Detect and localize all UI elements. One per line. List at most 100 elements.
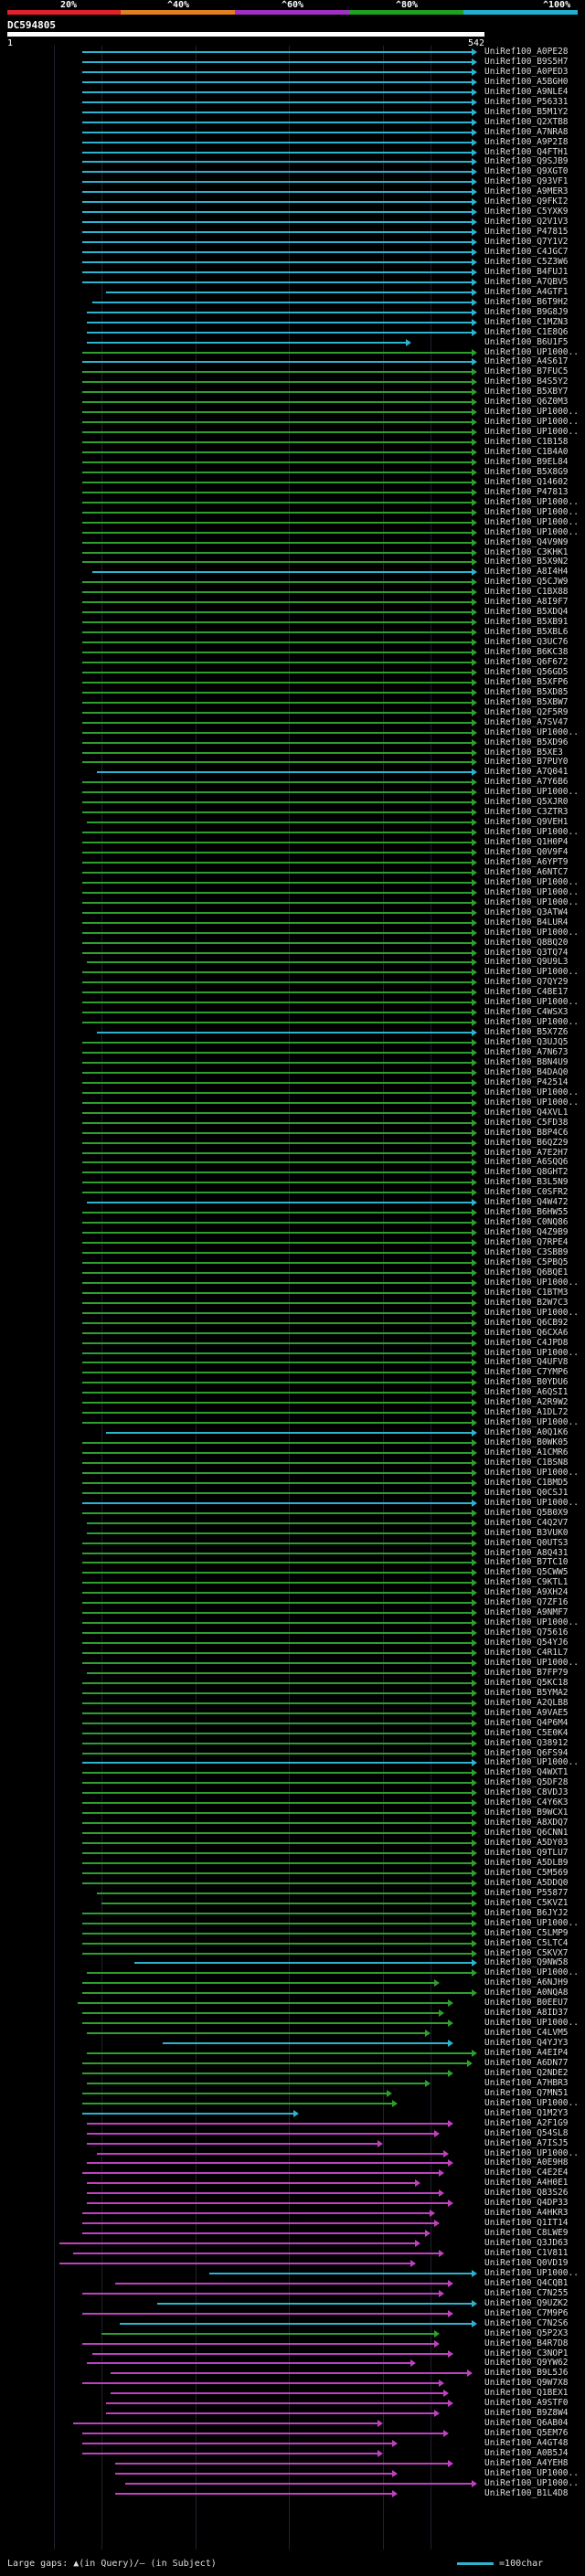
hit-line[interactable] bbox=[82, 1392, 472, 1394]
hit-line[interactable] bbox=[82, 80, 472, 83]
hit-label[interactable]: UniRef100_C1B4A0 bbox=[484, 447, 569, 457]
hit-label[interactable]: UniRef100_UP1000.. bbox=[484, 1087, 579, 1097]
hit-line[interactable] bbox=[82, 1362, 472, 1364]
hit-line[interactable] bbox=[82, 371, 472, 374]
hit-line[interactable] bbox=[82, 1242, 472, 1245]
hit-line[interactable] bbox=[87, 2182, 416, 2185]
hit-line[interactable] bbox=[82, 2312, 449, 2315]
hit-label[interactable]: UniRef100_UP1000.. bbox=[484, 1467, 579, 1478]
hit-label[interactable]: UniRef100_C4JGC7 bbox=[484, 247, 569, 257]
hit-line[interactable] bbox=[82, 2102, 392, 2104]
hit-line[interactable] bbox=[82, 1782, 472, 1785]
hit-line[interactable] bbox=[82, 951, 472, 954]
hit-line[interactable] bbox=[87, 1532, 472, 1534]
hit-label[interactable]: UniRef100_P55877 bbox=[484, 1887, 569, 1898]
hit-label[interactable]: UniRef100_A8XDQ7 bbox=[484, 1818, 569, 1829]
hit-line[interactable] bbox=[82, 121, 472, 123]
hit-line[interactable] bbox=[82, 1922, 472, 1924]
hit-line[interactable] bbox=[82, 1832, 472, 1835]
hit-label[interactable]: UniRef100_C1B158 bbox=[484, 437, 569, 448]
hit-line[interactable] bbox=[87, 311, 472, 313]
hit-label[interactable]: UniRef100_C7YMP6 bbox=[484, 1367, 569, 1378]
hit-line[interactable] bbox=[82, 1121, 472, 1124]
hit-label[interactable]: UniRef100_A6SQQ6 bbox=[484, 1157, 569, 1168]
hit-label[interactable]: UniRef100_Q6FS94 bbox=[484, 1747, 569, 1758]
hit-label[interactable]: UniRef100_A7E2H7 bbox=[484, 1147, 569, 1158]
hit-line[interactable] bbox=[115, 2472, 392, 2475]
hit-line[interactable] bbox=[82, 1321, 472, 1324]
hit-line[interactable] bbox=[82, 1772, 472, 1775]
hit-label[interactable]: UniRef100_Q4UFV8 bbox=[484, 1357, 569, 1368]
hit-label[interactable]: UniRef100_A7QBV5 bbox=[484, 276, 569, 287]
hit-label[interactable]: UniRef100_UP1000.. bbox=[484, 1347, 579, 1358]
hit-label[interactable]: UniRef100_Q9FKI2 bbox=[484, 196, 569, 207]
hit-label[interactable]: UniRef100_B4FUJ1 bbox=[484, 266, 569, 277]
hit-label[interactable]: UniRef100_Q8BQ20 bbox=[484, 937, 569, 948]
hit-label[interactable]: UniRef100_C4JPD8 bbox=[484, 1337, 569, 1348]
hit-label[interactable]: UniRef100_A0B5J4 bbox=[484, 2448, 569, 2458]
hit-line[interactable] bbox=[209, 2272, 472, 2274]
hit-line[interactable] bbox=[82, 1681, 472, 1684]
hit-line[interactable] bbox=[157, 2302, 472, 2305]
hit-line[interactable] bbox=[82, 131, 472, 133]
hit-label[interactable]: UniRef100_Q3ATW4 bbox=[484, 906, 569, 917]
hit-line[interactable] bbox=[87, 2032, 425, 2035]
hit-label[interactable]: UniRef100_Q8GHT2 bbox=[484, 1167, 569, 1178]
hit-label[interactable]: UniRef100_A8I9F7 bbox=[484, 597, 569, 608]
hit-line[interactable] bbox=[82, 1141, 472, 1144]
hit-line[interactable] bbox=[82, 391, 472, 394]
hit-label[interactable]: UniRef100_A0E9H8 bbox=[484, 2157, 569, 2168]
hit-line[interactable] bbox=[87, 2142, 378, 2145]
hit-label[interactable]: UniRef100_C4E2E4 bbox=[484, 2168, 569, 2178]
hit-label[interactable]: UniRef100_Q2XTB8 bbox=[484, 116, 569, 127]
hit-line[interactable] bbox=[82, 751, 472, 754]
hit-label[interactable]: UniRef100_B4DAQ0 bbox=[484, 1066, 569, 1077]
hit-line[interactable] bbox=[82, 1742, 472, 1744]
hit-label[interactable]: UniRef100_UP1000.. bbox=[484, 2097, 579, 2108]
hit-label[interactable]: UniRef100_UP1000.. bbox=[484, 876, 579, 887]
hit-line[interactable] bbox=[87, 1521, 472, 1524]
hit-label[interactable]: UniRef100_C3NOP1 bbox=[484, 2348, 569, 2359]
hit-label[interactable]: UniRef100_Q4CQB1 bbox=[484, 2277, 569, 2288]
hit-label[interactable]: UniRef100_Q75616 bbox=[484, 1627, 569, 1638]
hit-label[interactable]: UniRef100_UP1000.. bbox=[484, 1617, 579, 1628]
hit-label[interactable]: UniRef100_Q6F672 bbox=[484, 656, 569, 667]
hit-line[interactable] bbox=[105, 291, 472, 293]
hit-label[interactable]: UniRef100_A9STF0 bbox=[484, 2398, 569, 2409]
hit-label[interactable]: UniRef100_UP1000.. bbox=[484, 726, 579, 737]
hit-line[interactable] bbox=[82, 1171, 472, 1174]
hit-line[interactable] bbox=[82, 2072, 449, 2074]
hit-line[interactable] bbox=[82, 1542, 472, 1544]
hit-line[interactable] bbox=[82, 671, 472, 673]
hit-label[interactable]: UniRef100_B4R7D8 bbox=[484, 2337, 569, 2348]
hit-label[interactable]: UniRef100_B5XFP6 bbox=[484, 676, 569, 687]
hit-label[interactable]: UniRef100_A9P2I8 bbox=[484, 136, 569, 147]
hit-line[interactable] bbox=[82, 2092, 388, 2094]
hit-line[interactable] bbox=[82, 1442, 472, 1445]
hit-label[interactable]: UniRef100_UP1000.. bbox=[484, 927, 579, 938]
hit-line[interactable] bbox=[87, 2082, 425, 2084]
hit-line[interactable] bbox=[82, 1372, 472, 1374]
hit-line[interactable] bbox=[82, 141, 472, 143]
hit-line[interactable] bbox=[82, 1481, 472, 1484]
hit-label[interactable]: UniRef100_B6QZ29 bbox=[484, 1137, 569, 1148]
hit-label[interactable]: UniRef100_B9G8J9 bbox=[484, 306, 569, 317]
hit-label[interactable]: UniRef100_UP1000.. bbox=[484, 2467, 579, 2478]
hit-label[interactable]: UniRef100_A8I4H4 bbox=[484, 567, 569, 578]
hit-line[interactable] bbox=[82, 1752, 472, 1754]
hit-label[interactable]: UniRef100_C1V811 bbox=[484, 2248, 569, 2258]
hit-line[interactable] bbox=[82, 1792, 472, 1795]
hit-label[interactable]: UniRef100_UP1000.. bbox=[484, 506, 579, 517]
hit-line[interactable] bbox=[82, 901, 472, 904]
hit-label[interactable]: UniRef100_Q4YJY3 bbox=[484, 2038, 569, 2049]
hit-label[interactable]: UniRef100_Q0CSJ1 bbox=[484, 1487, 569, 1498]
hit-label[interactable]: UniRef100_C1E8Q6 bbox=[484, 326, 569, 337]
hit-label[interactable]: UniRef100_A2R9W2 bbox=[484, 1397, 569, 1408]
hit-label[interactable]: UniRef100_Q2F5R9 bbox=[484, 706, 569, 717]
hit-line[interactable] bbox=[82, 791, 472, 794]
hit-line[interactable] bbox=[82, 451, 472, 453]
hit-label[interactable]: UniRef100_Q5CJW9 bbox=[484, 577, 569, 588]
hit-line[interactable] bbox=[82, 1762, 472, 1765]
hit-label[interactable]: UniRef100_Q4XVL1 bbox=[484, 1107, 569, 1118]
hit-label[interactable]: UniRef100_Q6AB04 bbox=[484, 2418, 569, 2429]
